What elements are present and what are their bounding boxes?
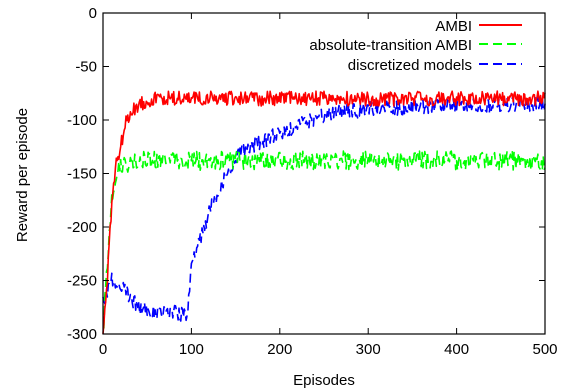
x-tick-label-0: 0 xyxy=(99,341,107,358)
series-layer xyxy=(102,90,546,335)
legend-label-absolute-transition-ambi: absolute-transition AMBI xyxy=(309,37,472,54)
x-tick-label-100: 100 xyxy=(179,341,204,358)
y-tick-label-neg200: -200 xyxy=(67,219,97,236)
legend-label-ambi: AMBI xyxy=(435,18,472,35)
y-tick-label-neg150: -150 xyxy=(67,166,97,183)
y-tick-label-0: 0 xyxy=(89,5,97,22)
x-tick-label-400: 400 xyxy=(444,341,469,358)
plot-frame xyxy=(102,12,546,335)
series-line-discretized-models xyxy=(102,96,546,322)
axes-layer: 0 100 200 300 400 500 0 -50 -100 -150 -200 -250 -300 xyxy=(67,5,558,358)
y-tick-label-neg300: -300 xyxy=(67,326,97,343)
x-tick-label-200: 200 xyxy=(267,341,292,358)
y-tick-label-neg250: -250 xyxy=(67,273,97,290)
series-line-absolute-transition-ambi xyxy=(102,150,546,329)
legend-label-discretized-models: discretized models xyxy=(348,57,472,74)
x-tick-label-300: 300 xyxy=(356,341,381,358)
y-axis-label: Reward per episode xyxy=(14,108,31,242)
y-tick-label-neg50: -50 xyxy=(75,59,97,76)
x-axis-label: Episodes xyxy=(293,372,355,389)
series-line-ambi xyxy=(102,90,546,335)
y-tick-label-neg100: -100 xyxy=(67,112,97,129)
legend: AMBI absolute-transition AMBI discretize… xyxy=(309,18,522,74)
x-tick-label-500: 500 xyxy=(532,341,557,358)
